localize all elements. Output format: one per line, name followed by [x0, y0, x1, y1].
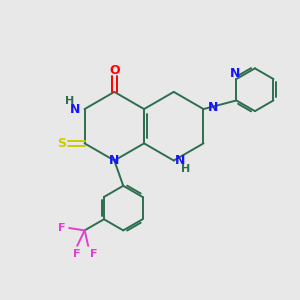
Text: O: O — [109, 64, 120, 77]
Text: N: N — [175, 154, 186, 167]
Text: H: H — [181, 164, 190, 174]
Text: F: F — [58, 223, 66, 233]
Text: F: F — [74, 249, 81, 260]
Text: N: N — [230, 67, 240, 80]
Text: H: H — [64, 96, 74, 106]
Text: S: S — [57, 137, 66, 150]
Text: N: N — [109, 154, 119, 167]
Text: F: F — [90, 249, 97, 260]
Text: N: N — [70, 103, 80, 116]
Text: N: N — [208, 101, 218, 114]
